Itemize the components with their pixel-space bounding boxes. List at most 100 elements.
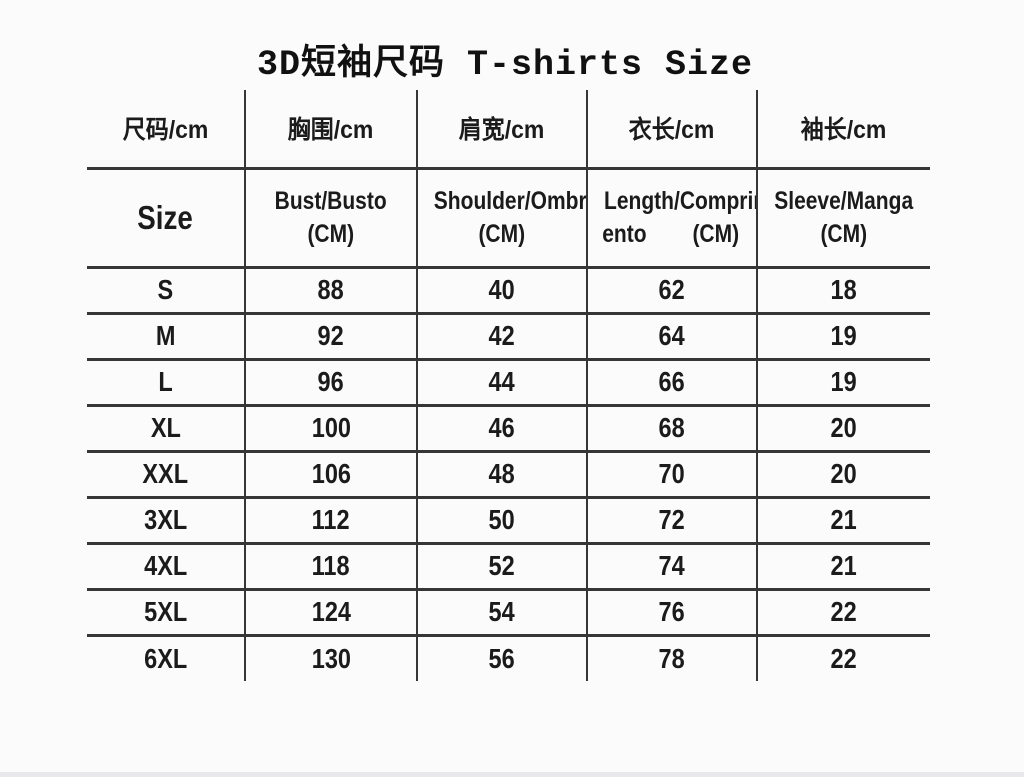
length-cell: 68 — [586, 403, 758, 453]
header-cell-cn-size: 尺码/cm — [86, 88, 246, 170]
size-row-5xl: 5XL 124 54 76 22 — [86, 587, 931, 637]
header-label-en-length: Length/Comprim — [604, 186, 757, 215]
size-cell: 6XL — [86, 633, 246, 683]
sleeve-value: 19 — [830, 320, 858, 351]
shoulder-cell: 46 — [416, 403, 588, 453]
bust-value: 112 — [312, 504, 350, 535]
sleeve-value: 19 — [830, 366, 858, 397]
bust-value: 96 — [317, 366, 345, 397]
size-cell: 3XL — [86, 495, 246, 545]
header-label-cn-size: 尺码/cm — [122, 116, 209, 145]
size-value: 3XL — [143, 504, 188, 535]
bust-cell: 106 — [244, 449, 418, 499]
bust-cell: 92 — [244, 311, 418, 361]
header-row-cn: 尺码/cm 胸围/cm 肩宽/cm 衣长/cm 袖长/cm — [86, 88, 931, 170]
header-cell-en-size: Size — [86, 166, 246, 269]
size-table-header: 尺码/cm 胸围/cm 肩宽/cm 衣长/cm 袖长/cm Size Bust/… — [86, 88, 931, 269]
shoulder-cell: 44 — [416, 357, 588, 407]
shoulder-cell: 54 — [416, 587, 588, 637]
length-cell: 74 — [586, 541, 758, 591]
header-label-en-bust: Bust/Busto — [274, 186, 387, 215]
size-table: 尺码/cm 胸围/cm 肩宽/cm 衣长/cm 袖长/cm Size Bust/… — [86, 88, 931, 683]
bust-cell: 100 — [244, 403, 418, 453]
size-cell: L — [86, 357, 246, 407]
size-row-xxl: XXL 106 48 70 20 — [86, 449, 931, 499]
size-row-l: L 96 44 66 19 — [86, 357, 931, 407]
header-label-cn-shoulder: 肩宽/cm — [459, 116, 545, 145]
bust-value: 106 — [311, 458, 351, 489]
sleeve-cell: 22 — [756, 587, 931, 637]
length-cell: 78 — [586, 633, 758, 683]
shoulder-value: 56 — [488, 642, 516, 674]
shoulder-cell: 48 — [416, 449, 588, 499]
length-cell: 72 — [586, 495, 758, 545]
size-row-4xl: 4XL 118 52 74 21 — [86, 541, 931, 591]
size-cell: XL — [86, 403, 246, 453]
bust-cell: 88 — [244, 265, 418, 315]
length-cell: 64 — [586, 311, 758, 361]
sleeve-cell: 22 — [756, 633, 931, 683]
size-value: M — [155, 320, 176, 351]
size-value: XXL — [142, 458, 189, 489]
bust-cell: 124 — [244, 587, 418, 637]
header-unit-bust: (CM) — [307, 219, 355, 248]
size-value: S — [157, 274, 174, 305]
length-value: 74 — [658, 550, 686, 581]
header-label-en-sleeve: Sleeve/Manga — [774, 186, 914, 215]
sleeve-cell: 21 — [756, 495, 931, 545]
sleeve-cell: 20 — [756, 449, 931, 499]
sleeve-cell: 18 — [756, 265, 931, 315]
size-cell: S — [86, 265, 246, 315]
shoulder-value: 54 — [488, 596, 516, 627]
shoulder-value: 50 — [488, 504, 516, 535]
size-table-body: S 88 40 62 18 M 92 42 64 19 L 96 44 66 1… — [86, 265, 931, 683]
shoulder-cell: 56 — [416, 633, 588, 683]
length-value: 62 — [658, 274, 686, 305]
header-cell-cn-shoulder: 肩宽/cm — [416, 88, 588, 170]
shoulder-value: 42 — [488, 320, 516, 351]
shoulder-cell: 50 — [416, 495, 588, 545]
length-value: 68 — [658, 412, 686, 443]
length-value: 64 — [658, 320, 686, 351]
header-cell-cn-length: 衣长/cm — [586, 88, 758, 170]
bust-cell: 130 — [244, 633, 418, 683]
header-cell-en-sleeve: Sleeve/Manga (CM) — [756, 166, 931, 269]
sleeve-cell: 20 — [756, 403, 931, 453]
size-cell: M — [86, 311, 246, 361]
page-title: 3D短袖尺码 T-shirts Size — [256, 45, 754, 85]
header-unit-sleeve: (CM) — [820, 219, 868, 248]
sleeve-value: 22 — [830, 596, 858, 627]
sleeve-value: 20 — [830, 458, 858, 489]
shoulder-cell: 40 — [416, 265, 588, 315]
size-row-3xl: 3XL 112 50 72 21 — [86, 495, 931, 545]
sleeve-value: 20 — [830, 412, 858, 443]
size-value: 4XL — [143, 550, 188, 581]
sleeve-cell: 19 — [756, 357, 931, 407]
bust-value: 100 — [311, 412, 351, 443]
header-unit-shoulder: (CM) — [478, 219, 526, 248]
header-label-en-size: Size — [137, 198, 194, 236]
length-value: 72 — [658, 504, 686, 535]
size-row-6xl: 6XL 130 56 78 22 — [86, 633, 931, 683]
length-value: 76 — [658, 596, 686, 627]
size-cell: 5XL — [86, 587, 246, 637]
sleeve-value: 22 — [830, 642, 858, 674]
length-cell: 70 — [586, 449, 758, 499]
length-value: 70 — [658, 458, 686, 489]
length-cell: 62 — [586, 265, 758, 315]
bust-value: 130 — [311, 642, 351, 674]
header-unit-length: (CM) — [692, 219, 740, 248]
length-value: 78 — [658, 642, 686, 674]
length-value: 66 — [658, 366, 686, 397]
sleeve-value: 21 — [830, 550, 858, 581]
header-row-en: Size Bust/Busto (CM) Shoulder/Ombro (CM) — [86, 166, 931, 269]
bust-value: 124 — [311, 596, 351, 627]
shoulder-cell: 52 — [416, 541, 588, 591]
sleeve-cell: 21 — [756, 541, 931, 591]
header-cell-en-shoulder: Shoulder/Ombro (CM) — [416, 166, 588, 269]
bust-value: 118 — [312, 550, 350, 581]
shoulder-value: 40 — [488, 274, 516, 305]
header-label-cn-length: 衣长/cm — [629, 116, 715, 145]
header-label-en-length-wrap: ento — [602, 219, 647, 248]
